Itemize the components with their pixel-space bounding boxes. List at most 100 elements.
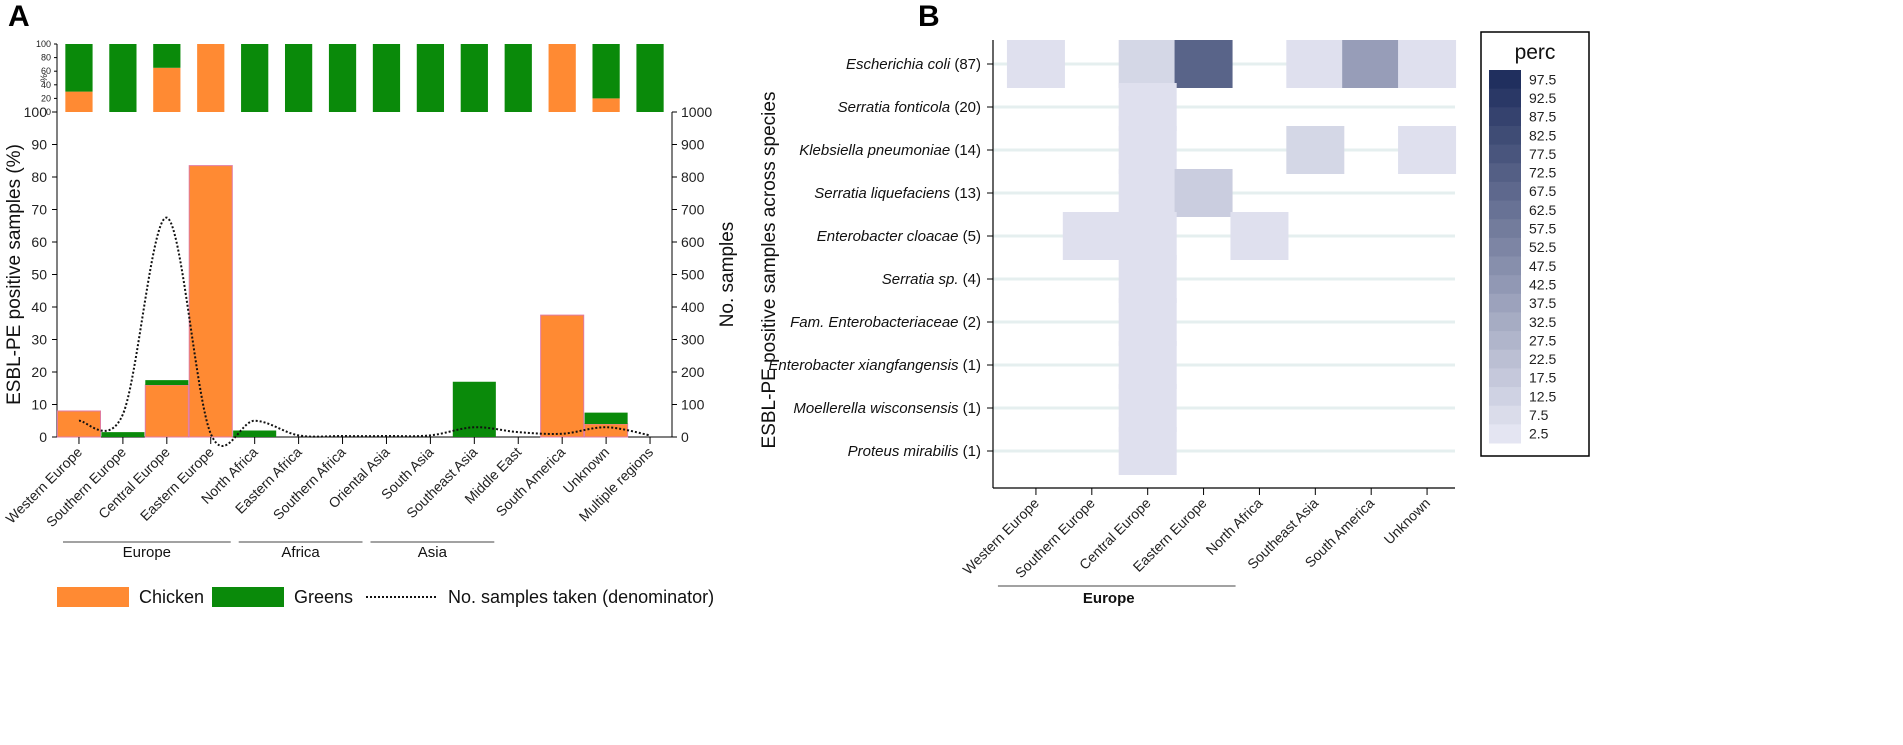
group-label-europe: Europe (123, 544, 171, 561)
color-legend-value: 7.5 (1529, 407, 1549, 423)
species-name: Enterobacter cloacae (817, 228, 959, 245)
y-tick-label-left: 80 (31, 169, 47, 185)
top-bar-chicken-unknown (592, 98, 620, 112)
color-legend-value: 77.5 (1529, 146, 1556, 162)
color-legend-value: 57.5 (1529, 221, 1556, 237)
heatmap-cell-serratia-sp-4-central-europe (1118, 255, 1177, 303)
bar-greens-unknown (584, 412, 628, 424)
group-label-africa: Africa (281, 544, 320, 561)
legend-line-label: No. samples taken (denominator) (448, 587, 714, 607)
species-label-escherichia-coli: Escherichia coli (87) (846, 56, 981, 73)
color-legend-swatch (1489, 181, 1521, 202)
heatmap-cell-escherichia-coli-87-south-america (1342, 40, 1401, 88)
color-legend-value: 67.5 (1529, 183, 1556, 199)
bar-chicken-western-europe (56, 410, 101, 438)
legend-greens-label: Greens (294, 587, 353, 607)
y-tick-label-right: 100 (681, 397, 705, 413)
legend-a: Chicken Greens No. samples taken (denomi… (57, 587, 714, 607)
color-legend-swatch (1489, 368, 1521, 388)
y-tick-label-left: 90 (31, 137, 47, 153)
heatmap-cell-enterobacter-cloacae-5-southern-europe (1062, 212, 1121, 260)
color-legend-swatch (1489, 144, 1521, 164)
y-tick-label-right: 700 (681, 202, 705, 218)
species-name: Moellerella wisconsensis (793, 400, 959, 417)
top-bar-chicken-eastern-europe (197, 44, 225, 112)
bar-greens-southern-europe (101, 432, 145, 437)
species-label-serratia-sp: Serratia sp. (4) (882, 271, 981, 288)
top-proportion-chart: 0 20 40 60 80 100% (36, 39, 664, 117)
legend-chicken-label: Chicken (139, 587, 204, 607)
top-bar-chicken-central-europe (153, 67, 181, 112)
top-bar-greens-north-africa (241, 44, 269, 112)
heatmap-cell-moellerella-wisconsensis-1-central-europe (1118, 384, 1177, 432)
region-groups: Europe Africa Asia (63, 541, 495, 561)
species-count: (87) (950, 56, 981, 73)
bar-chicken-eastern-europe (188, 165, 233, 438)
heatmap-cell-klebsiella-pneumoniae-14-southeast-asia (1286, 126, 1345, 174)
heatmap-y-axis-title: ESBL-PE positive samples across species (759, 92, 780, 449)
color-legend-swatch (1489, 219, 1521, 239)
color-legend-swatch (1489, 349, 1521, 369)
heatmap-cell-escherichia-coli-87-western-europe (1006, 40, 1065, 88)
color-legend-swatch (1489, 125, 1521, 146)
color-legend-swatch (1489, 275, 1521, 295)
heatmap-cell-klebsiella-pneumoniae-14-central-europe (1118, 126, 1177, 174)
color-legend-value: 17.5 (1529, 370, 1556, 386)
top-bar-greens-southeast-asia (460, 44, 488, 112)
color-legend-swatch (1489, 312, 1521, 332)
color-legend-swatch (1489, 293, 1521, 313)
species-count: (4) (959, 271, 982, 288)
heatmap-cell-escherichia-coli-87-unknown (1398, 40, 1457, 88)
heatmap-cell-enterobacter-cloacae-5-north-africa (1230, 212, 1289, 260)
y-tick-label-left: 50 (31, 267, 47, 283)
y-axis-title-left: ESBL-PE positive samples (%) (4, 144, 25, 405)
species-label-fam-enterobacteriaceae: Fam. Enterobacteriaceae (2) (790, 314, 981, 331)
color-legend-swatch (1489, 107, 1521, 127)
color-legend-value: 32.5 (1529, 314, 1556, 330)
bar-chicken-central-europe (144, 384, 189, 438)
heatmap-x-label-unknown: Unknown (1381, 495, 1434, 548)
y-tick-label-left: 70 (31, 202, 47, 218)
legend-greens-swatch (212, 587, 284, 607)
species-count: (1) (959, 400, 982, 417)
color-legend-value: 37.5 (1529, 295, 1556, 311)
x-tick-label-western-europe: Western Europe (2, 444, 85, 527)
y-tick-label-right: 0 (681, 429, 689, 445)
top-bar-greens-oriental-asia (372, 44, 401, 112)
top-y-tick-label: 100 (36, 39, 51, 49)
top-bar-greens-western-europe (65, 44, 93, 92)
species-count: (1) (959, 443, 982, 460)
color-legend-swatch (1489, 387, 1521, 407)
species-name: Serratia liquefaciens (814, 185, 950, 202)
species-name: Escherichia coli (846, 56, 951, 73)
y-tick-label-left: 30 (31, 332, 47, 348)
bar-chicken-south-america (540, 314, 585, 438)
y-tick-label-left: 20 (31, 364, 47, 380)
color-legend-value: 87.5 (1529, 109, 1556, 125)
color-legend-swatch (1489, 424, 1521, 444)
top-bar-chicken-south-america (548, 44, 576, 112)
species-name: Fam. Enterobacteriaceae (790, 314, 958, 331)
species-count: (14) (950, 142, 981, 159)
y-tick-label-left: 10 (31, 397, 47, 413)
panel-b-label: B (918, 0, 940, 33)
y-tick-label-right: 600 (681, 234, 705, 250)
species-label-moellerella-wisconsensis: Moellerella wisconsensis (1) (793, 400, 981, 417)
y-axis-title-right: No. samples (717, 222, 738, 328)
y-tick-label-left: 0 (39, 429, 47, 445)
top-bar-greens-unknown (592, 44, 620, 99)
color-legend-swatch (1489, 331, 1521, 351)
top-bar-greens-southern-africa (328, 44, 357, 112)
top-bar-greens-southern-europe (109, 44, 137, 112)
top-y-axis-title: % (39, 74, 49, 82)
heatmap-cell-enterobacter-xiangfangensis-1-central-europe (1118, 341, 1177, 389)
bar-chicken-unknown (584, 423, 629, 438)
color-legend-swatch (1489, 163, 1521, 183)
top-bar-chicken-western-europe (65, 91, 93, 112)
species-label-klebsiella-pneumoniae: Klebsiella pneumoniae (14) (799, 142, 981, 159)
species-count: (5) (959, 228, 982, 245)
color-legend-value: 12.5 (1529, 388, 1556, 404)
x-tick-label-southern-europe: Southern Europe (43, 444, 129, 530)
species-count: (20) (950, 99, 981, 116)
color-legend-value: 92.5 (1529, 90, 1556, 106)
